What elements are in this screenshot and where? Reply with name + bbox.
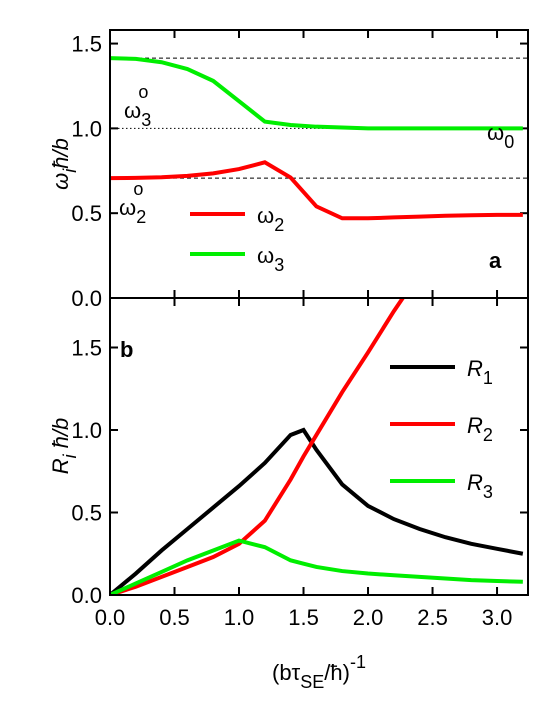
series-line: [110, 298, 406, 595]
x-axis-label-text: (bτ: [272, 660, 301, 685]
x-tick-label: 1.0: [224, 605, 255, 630]
x-tick-label: 2.5: [417, 605, 448, 630]
annotation-text: ω: [487, 120, 504, 145]
y-tick-label: 1.0: [71, 116, 102, 141]
legend-label-main: ω: [257, 243, 274, 268]
y-tick-label: 1.0: [71, 418, 102, 443]
x-axis-label-sub: SE: [300, 672, 324, 692]
plot-frame: [109, 29, 529, 299]
annotation: ω3 o: [124, 82, 151, 130]
legend-label-main: R: [467, 413, 483, 438]
annotation-text: ω: [124, 98, 141, 123]
y-tick-label: 0.0: [71, 583, 102, 608]
y-axis-label-text: R: [48, 458, 73, 474]
x-tick-label: 0.0: [95, 605, 126, 630]
annotation: a: [489, 248, 502, 273]
x-tick-label: 3.0: [482, 605, 513, 630]
y-axis-label-sub: i: [60, 453, 80, 458]
x-axis-label-rest: /ħ): [324, 660, 350, 685]
annotation: b: [120, 337, 133, 362]
y-axis-label: ωiħ/b: [48, 138, 80, 190]
annotation-text: ω: [119, 195, 136, 220]
legend-label-main: ω: [257, 203, 274, 228]
y-axis-label-rest: ħ/b: [48, 138, 73, 169]
y-axis-label: Ri ħ/b: [48, 418, 80, 475]
legend-label: R2: [467, 413, 493, 445]
legend-label-main: R: [467, 470, 483, 495]
legend-label: R3: [467, 470, 493, 502]
x-axis-label: (bτSE/ħ)-1: [272, 652, 366, 692]
annotation-text: a: [489, 248, 502, 273]
y-axis-label-rest: ħ/b: [48, 418, 73, 455]
y-tick-label: 1.5: [71, 32, 102, 57]
legend-label-sub: 2: [274, 215, 284, 235]
annotation: ω2 o: [119, 179, 146, 227]
series-line: [110, 538, 523, 595]
annotation-text: b: [120, 337, 133, 362]
x-tick-label: 1.5: [288, 605, 319, 630]
annotation-sup: o: [138, 82, 148, 102]
y-tick-label: 0.5: [71, 201, 102, 226]
legend-label-sub: 3: [483, 482, 493, 502]
annotation-sub: 2: [136, 207, 146, 227]
legend-label: R1: [467, 356, 493, 388]
x-tick-label: 2.0: [353, 605, 384, 630]
annotation: ω0: [487, 120, 514, 152]
legend-label-sub: 1: [483, 368, 493, 388]
y-tick-label: 0.0: [71, 286, 102, 311]
series-line: [110, 427, 524, 595]
legend-label-main: R: [467, 356, 483, 381]
x-tick-label: 0.5: [159, 605, 190, 630]
annotation-sub: 3: [141, 110, 151, 130]
plot-frame: [109, 297, 529, 596]
y-axis-label-sub: i: [60, 168, 80, 173]
legend-label: ω2: [257, 203, 284, 235]
legend-label-sub: 3: [274, 255, 284, 275]
y-tick-label: 0.5: [71, 501, 102, 526]
series-line: [110, 56, 523, 131]
legend-label: ω3: [257, 243, 284, 275]
legend-label-sub: 2: [483, 425, 493, 445]
annotation-sub: 0: [504, 132, 514, 152]
annotation-sup: o: [133, 179, 143, 199]
series-line: [110, 160, 523, 221]
y-axis-label-text: ω: [48, 173, 73, 190]
x-axis-label-sup: -1: [350, 652, 366, 672]
y-tick-label: 1.5: [71, 336, 102, 361]
